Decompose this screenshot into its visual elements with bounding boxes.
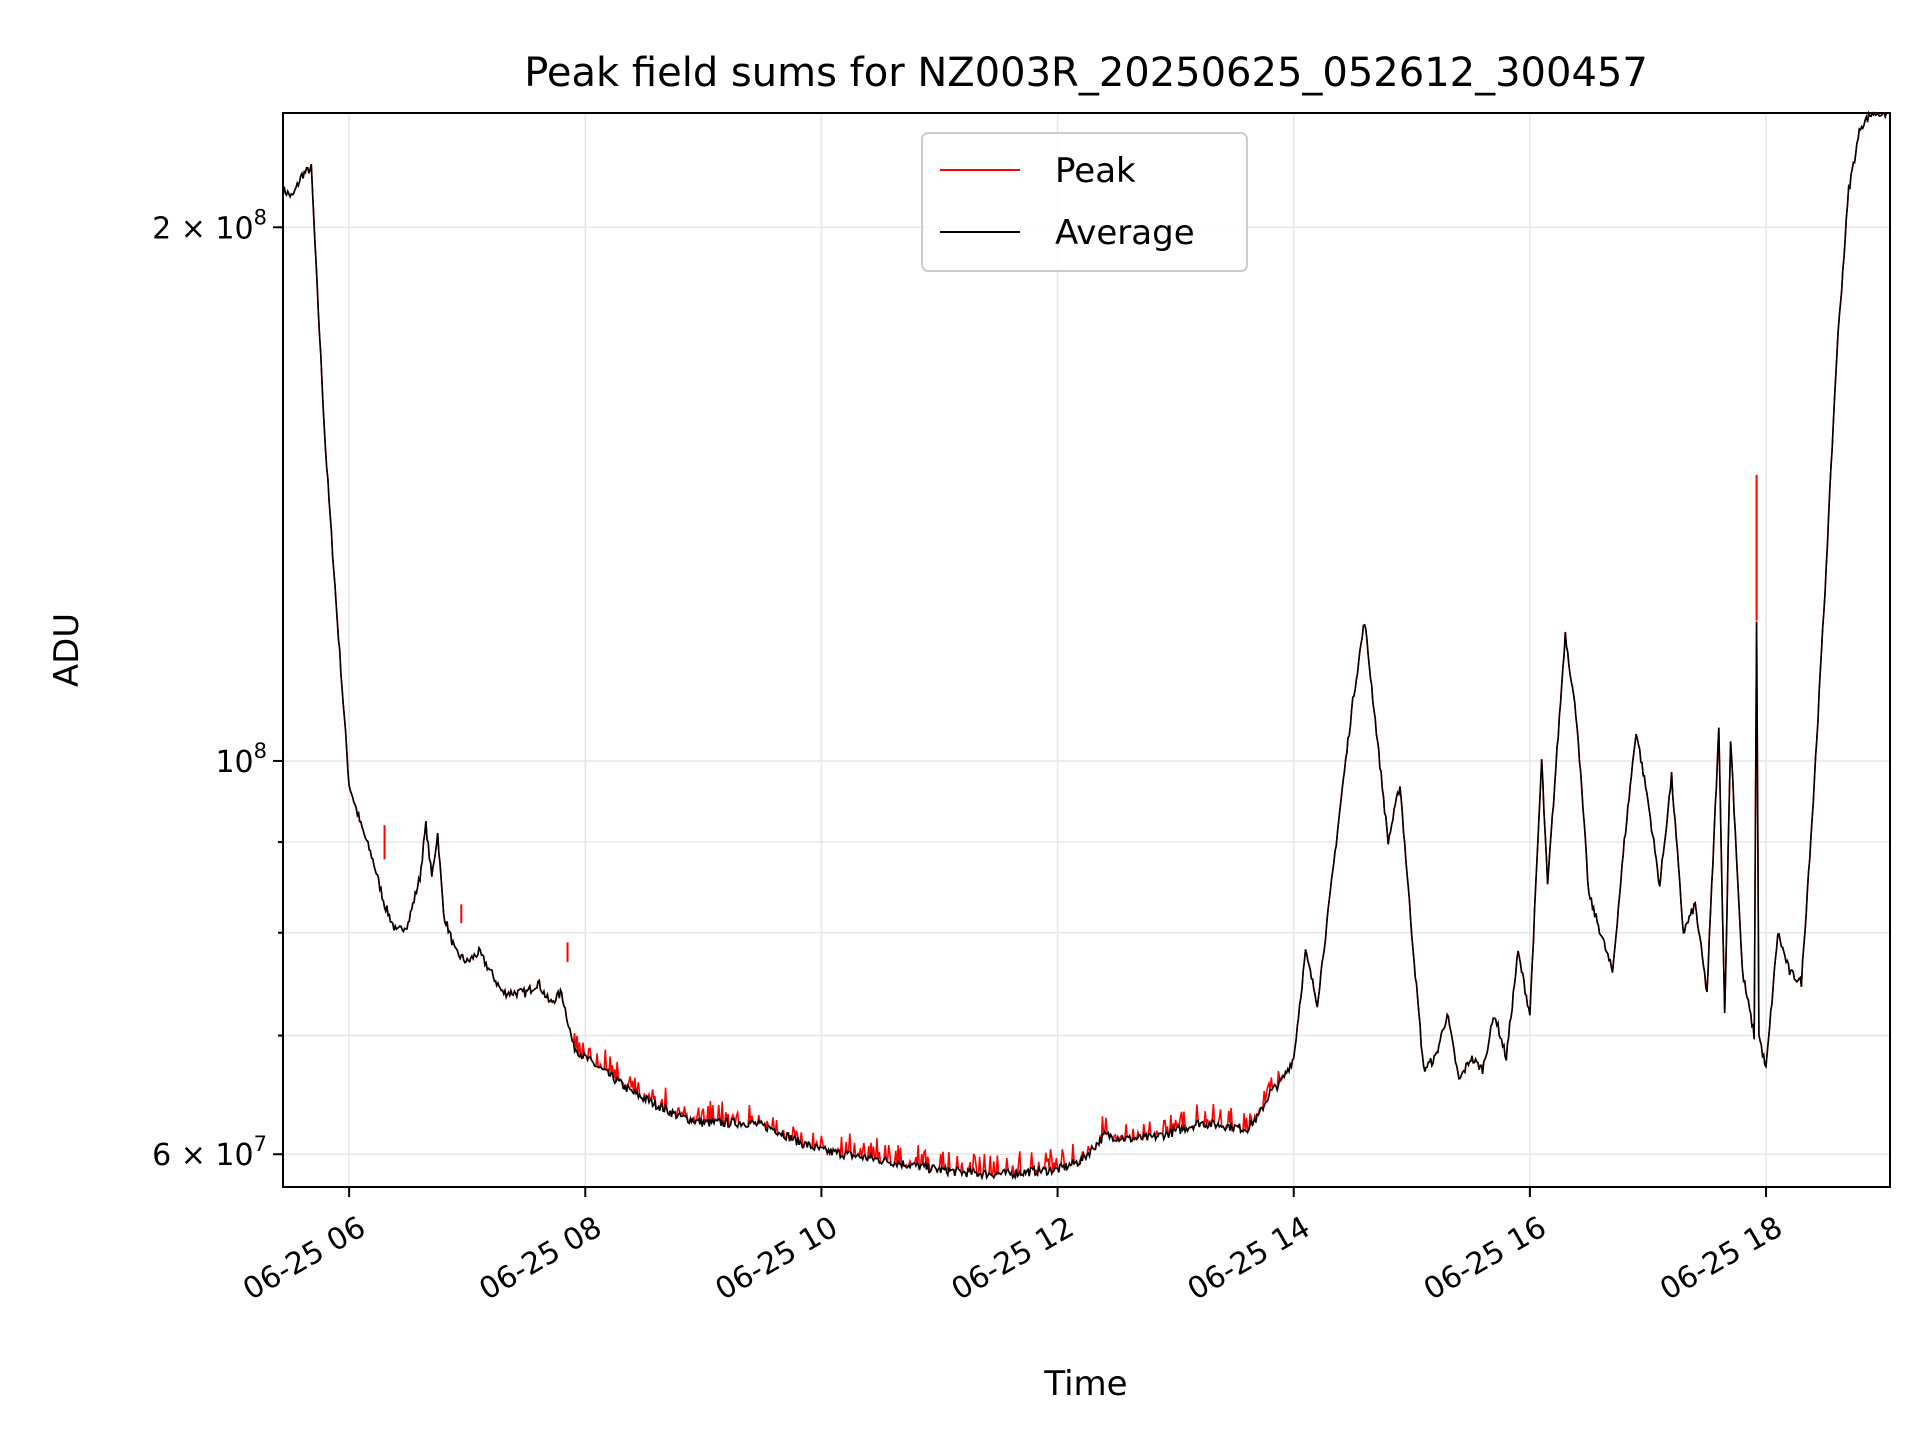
legend-box <box>921 132 1248 272</box>
tick-layer: 06-25 06 06-25 08 06-25 10 06-25 12 06-25 14… <box>152 205 1788 1307</box>
legend: Peak Average <box>921 132 1248 272</box>
x-tick-label: 06-25 18 <box>1654 1210 1788 1308</box>
chart-title: Peak field sums for NZ003R_20250625_0526… <box>524 50 1648 96</box>
x-axis-label: Time <box>1043 1364 1127 1404</box>
plot-frame <box>282 112 1891 1188</box>
x-tick-label: 06-25 08 <box>473 1210 607 1308</box>
x-tick-label: 06-25 14 <box>1182 1210 1316 1308</box>
x-tick-label: 06-25 16 <box>1418 1210 1552 1308</box>
x-tick-label: 06-25 12 <box>946 1210 1080 1308</box>
x-tick-label: 06-25 10 <box>710 1210 844 1308</box>
average-series <box>282 110 1890 1181</box>
peak-line <box>282 110 1890 1181</box>
y-tick-label: 108 <box>215 739 267 780</box>
legend-label-peak: Peak <box>1055 151 1136 191</box>
x-tick-label: 06-25 06 <box>237 1210 371 1308</box>
grid-layer <box>283 113 1890 1187</box>
y-axis-label: ADU <box>47 613 87 687</box>
y-tick-label: 2 × 108 <box>152 205 267 246</box>
peak-series <box>282 110 1890 1181</box>
legend-label-average: Average <box>1055 213 1195 253</box>
y-tick-label: 6 × 107 <box>152 1132 267 1173</box>
average-line <box>282 110 1890 1181</box>
